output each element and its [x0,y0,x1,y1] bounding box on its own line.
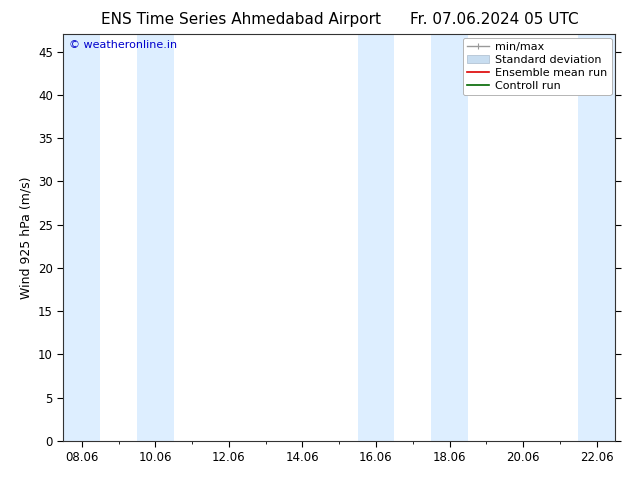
Y-axis label: Wind 925 hPa (m/s): Wind 925 hPa (m/s) [20,176,32,299]
Text: ENS Time Series Ahmedabad Airport: ENS Time Series Ahmedabad Airport [101,12,381,27]
Bar [431,34,468,441]
Bar [578,34,615,441]
Bar [137,34,174,441]
Bar [63,34,100,441]
Legend: min/max, Standard deviation, Ensemble mean run, Controll run: min/max, Standard deviation, Ensemble me… [463,38,612,95]
Text: © weatheronline.in: © weatheronline.in [69,40,177,50]
Bar [358,34,394,441]
Text: Fr. 07.06.2024 05 UTC: Fr. 07.06.2024 05 UTC [410,12,579,27]
